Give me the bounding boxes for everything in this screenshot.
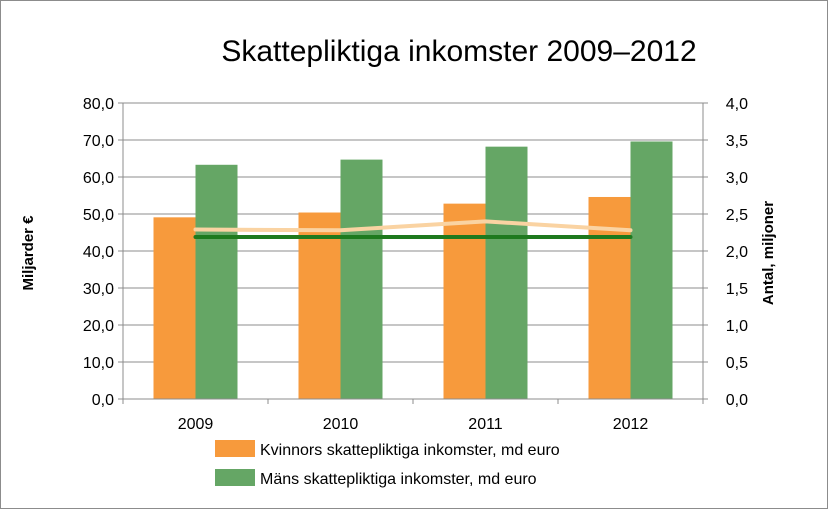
legend-label: Mäns skattepliktiga inkomster, md euro: [260, 471, 537, 488]
legend-swatch: [215, 469, 255, 486]
y-tick-label: 30,0: [83, 281, 114, 298]
bar: [630, 141, 673, 400]
bar: [485, 146, 528, 399]
bar: [298, 212, 341, 399]
y-tick-label: 40,0: [83, 244, 114, 261]
chart-title: Skattepliktiga inkomster 2009–2012: [221, 35, 696, 68]
y-tick-label: 50,0: [83, 207, 114, 224]
series-line: [193, 219, 633, 233]
bars: [153, 141, 673, 400]
y-axis-ticks: 0,0 10,0 20,0 30,0 40,0 50,0 60,0 70,0 80,0: [83, 96, 123, 409]
x-tick-label: 2009: [178, 416, 214, 433]
bar: [340, 159, 383, 399]
y2-tick-label: 2,0: [726, 244, 748, 261]
x-tick-label: 2010: [323, 416, 359, 433]
bar: [153, 217, 196, 399]
y2-tick-label: 0,0: [726, 392, 748, 409]
y2-axis-label: Antal, miljoner: [760, 201, 777, 305]
y2-tick-label: 4,0: [726, 96, 748, 113]
y2-tick-label: 2,5: [726, 207, 748, 224]
legend-label: Kvinnors skattepliktiga inkomster, md eu…: [260, 442, 560, 459]
x-axis-ticks: 2009 2010 2011 2012: [122, 399, 704, 433]
lines: [193, 219, 633, 239]
y2-tick-label: 1,0: [726, 318, 748, 335]
legend-swatch: [215, 440, 255, 457]
y2-axis-ticks: 0,0 0,5 1,0 1,5 2,0 2,5 3,0 3,5 4,0: [703, 96, 748, 409]
x-tick-label: 2011: [468, 416, 503, 433]
x-tick-label: 2012: [613, 416, 649, 433]
y-tick-label: 20,0: [83, 318, 114, 335]
legend: Kvinnors skattepliktiga inkomster, md eu…: [215, 440, 560, 488]
y-tick-label: 0,0: [92, 392, 114, 409]
y-tick-label: 10,0: [83, 355, 114, 372]
y-tick-label: 70,0: [83, 133, 114, 150]
y2-tick-label: 1,5: [726, 281, 748, 298]
bar: [195, 164, 238, 399]
y2-tick-label: 3,0: [726, 170, 748, 187]
y-axis-label: Miljarder €: [20, 215, 37, 291]
bar: [443, 203, 486, 399]
y-tick-label: 60,0: [83, 170, 114, 187]
y-tick-label: 80,0: [83, 96, 114, 113]
y2-tick-label: 0,5: [726, 355, 748, 372]
y2-tick-label: 3,5: [726, 133, 748, 150]
